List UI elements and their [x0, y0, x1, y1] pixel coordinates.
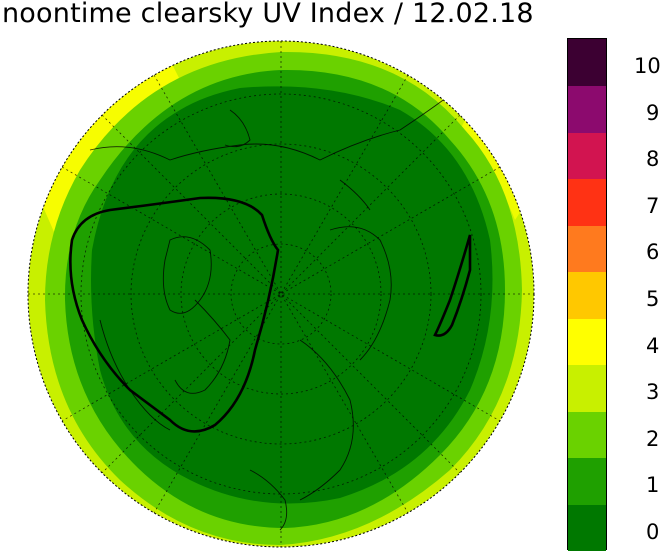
colorbar-label-9: 9 — [646, 100, 660, 125]
colorbar-label-10: 10 — [634, 54, 661, 79]
colorbar-label-1: 1 — [646, 473, 660, 498]
colorbar-label-5: 5 — [646, 287, 660, 311]
colorbar-segment-5 — [568, 271, 606, 319]
map-title: noontime clearsky UV Index / 12.02.18 — [2, 0, 534, 29]
map-border — [27, 40, 535, 548]
colorbar-label-2: 2 — [646, 426, 660, 451]
colorbar-label-4: 4 — [646, 333, 660, 358]
coastlines — [89, 94, 451, 531]
colorbar-segment-7 — [568, 178, 606, 226]
colorbar-segment-10 — [568, 39, 606, 86]
uv-band-0 — [91, 86, 493, 504]
colorbar-label-3: 3 — [646, 380, 660, 405]
colorbar-segment-8 — [568, 132, 606, 180]
uv-contour-novaya-zemlya — [433, 234, 472, 337]
colorbar-segment-2 — [568, 411, 606, 459]
uv-contour-greenland — [69, 196, 280, 433]
colorbar-segment-0 — [568, 504, 606, 552]
colorbar-label-0: 0 — [646, 519, 660, 544]
uv-band-4-east — [460, 110, 528, 220]
colorbar — [567, 38, 607, 552]
colorbar-segment-6 — [568, 225, 606, 273]
colorbar-segment-9 — [568, 85, 606, 133]
colorbar-segment-3 — [568, 364, 606, 412]
colorbar-label-8: 8 — [646, 147, 660, 172]
colorbar-segment-4 — [568, 318, 606, 366]
colorbar-segment-1 — [568, 457, 606, 505]
colorbar-label-6: 6 — [646, 240, 660, 265]
uv-index-map — [27, 40, 535, 548]
colorbar-label-7: 7 — [646, 193, 660, 218]
